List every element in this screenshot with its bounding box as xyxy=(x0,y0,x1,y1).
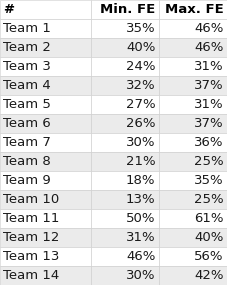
Bar xyxy=(91,266,159,285)
Text: 50%: 50% xyxy=(126,212,155,225)
Text: 30%: 30% xyxy=(126,136,155,149)
Text: 27%: 27% xyxy=(126,98,155,111)
Bar xyxy=(159,152,227,171)
Text: 56%: 56% xyxy=(194,250,224,263)
Bar xyxy=(0,57,91,76)
Bar xyxy=(159,57,227,76)
Text: 24%: 24% xyxy=(126,60,155,73)
Bar xyxy=(0,152,91,171)
Bar xyxy=(159,0,227,19)
Bar xyxy=(159,95,227,114)
Bar xyxy=(91,209,159,228)
Text: 46%: 46% xyxy=(126,250,155,263)
Text: Team 4: Team 4 xyxy=(3,79,50,92)
Bar xyxy=(91,247,159,266)
Text: 31%: 31% xyxy=(194,60,224,73)
Bar xyxy=(159,76,227,95)
Text: Team 5: Team 5 xyxy=(3,98,51,111)
Text: 25%: 25% xyxy=(194,193,224,206)
Text: 40%: 40% xyxy=(126,41,155,54)
Bar xyxy=(0,228,91,247)
Bar xyxy=(91,171,159,190)
Text: 25%: 25% xyxy=(194,155,224,168)
Text: Team 11: Team 11 xyxy=(3,212,59,225)
Text: Team 2: Team 2 xyxy=(3,41,51,54)
Bar xyxy=(0,171,91,190)
Text: 36%: 36% xyxy=(194,136,224,149)
Text: Team 8: Team 8 xyxy=(3,155,50,168)
Bar xyxy=(91,38,159,57)
Bar xyxy=(159,266,227,285)
Bar xyxy=(91,95,159,114)
Text: Team 9: Team 9 xyxy=(3,174,50,187)
Bar xyxy=(159,247,227,266)
Bar xyxy=(0,133,91,152)
Text: 37%: 37% xyxy=(194,79,224,92)
Text: 21%: 21% xyxy=(126,155,155,168)
Text: 31%: 31% xyxy=(194,98,224,111)
Bar xyxy=(0,19,91,38)
Bar xyxy=(0,266,91,285)
Bar xyxy=(91,133,159,152)
Text: Min. FE: Min. FE xyxy=(100,3,155,16)
Text: 42%: 42% xyxy=(194,269,224,282)
Bar xyxy=(0,190,91,209)
Text: Team 13: Team 13 xyxy=(3,250,59,263)
Bar xyxy=(91,0,159,19)
Text: 18%: 18% xyxy=(126,174,155,187)
Text: 32%: 32% xyxy=(126,79,155,92)
Bar xyxy=(159,209,227,228)
Bar xyxy=(0,114,91,133)
Text: Team 3: Team 3 xyxy=(3,60,51,73)
Text: 46%: 46% xyxy=(194,41,224,54)
Text: 26%: 26% xyxy=(126,117,155,130)
Bar xyxy=(159,190,227,209)
Text: 31%: 31% xyxy=(126,231,155,244)
Text: 37%: 37% xyxy=(194,117,224,130)
Bar xyxy=(0,76,91,95)
Bar xyxy=(0,247,91,266)
Text: 46%: 46% xyxy=(194,22,224,35)
Bar xyxy=(91,114,159,133)
Bar xyxy=(159,133,227,152)
Text: 35%: 35% xyxy=(126,22,155,35)
Bar xyxy=(91,76,159,95)
Bar xyxy=(91,190,159,209)
Text: 40%: 40% xyxy=(194,231,224,244)
Text: 35%: 35% xyxy=(194,174,224,187)
Bar xyxy=(0,209,91,228)
Text: Team 12: Team 12 xyxy=(3,231,59,244)
Text: #: # xyxy=(3,3,14,16)
Bar xyxy=(159,114,227,133)
Bar xyxy=(0,38,91,57)
Text: 61%: 61% xyxy=(194,212,224,225)
Bar xyxy=(91,19,159,38)
Bar xyxy=(159,19,227,38)
Bar xyxy=(0,95,91,114)
Bar xyxy=(159,171,227,190)
Text: Team 1: Team 1 xyxy=(3,22,51,35)
Bar xyxy=(91,57,159,76)
Text: Team 14: Team 14 xyxy=(3,269,59,282)
Bar xyxy=(91,152,159,171)
Bar xyxy=(159,228,227,247)
Bar xyxy=(91,228,159,247)
Text: Team 10: Team 10 xyxy=(3,193,59,206)
Bar xyxy=(159,38,227,57)
Text: Team 7: Team 7 xyxy=(3,136,51,149)
Text: 13%: 13% xyxy=(126,193,155,206)
Text: 30%: 30% xyxy=(126,269,155,282)
Bar xyxy=(0,0,91,19)
Text: Max. FE: Max. FE xyxy=(165,3,224,16)
Text: Team 6: Team 6 xyxy=(3,117,50,130)
